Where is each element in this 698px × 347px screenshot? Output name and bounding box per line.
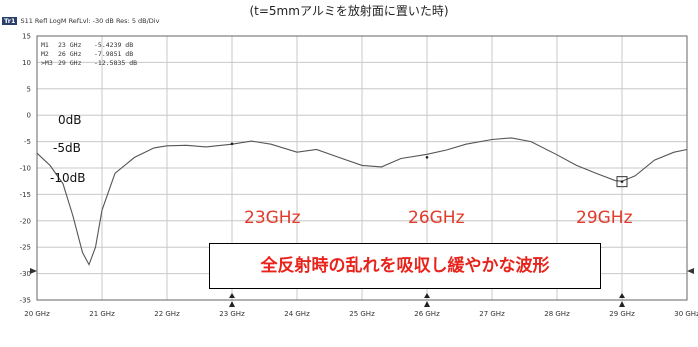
s11-trace (36, 137, 688, 266)
marker-point (230, 142, 234, 146)
label-29ghz: 29GHz (576, 208, 633, 228)
y-tick-label: -30 (20, 270, 31, 278)
label-0db: 0dB (58, 113, 81, 127)
marker-readout-value: -12.5835 dB (94, 59, 137, 67)
y-tick-label: -5 (24, 138, 31, 146)
x-tick-label: 30 GHz (674, 310, 698, 318)
chart-caption: (t=5mmアルミを放射面に置いた時) (249, 4, 449, 18)
marker-point (620, 180, 624, 183)
x-tick-label: 23 GHz (219, 310, 245, 318)
plot-frame (36, 35, 688, 301)
y-tick-label: -35 (20, 297, 31, 305)
x-tick-label: 24 GHz (284, 310, 310, 318)
x-tick-label: 26 GHz (414, 310, 440, 318)
y-tick-label: 0 (27, 112, 31, 120)
x-tick-label: 22 GHz (154, 310, 180, 318)
y-tick-label: -20 (20, 217, 31, 225)
y-tick-label: -10 (20, 165, 31, 173)
active-marker-box (616, 176, 628, 188)
marker-readout: M1 23 GHz -5.4239 dB M2 26 GHz -7.9851 dB >M3 2… (41, 41, 137, 67)
ref-level-arrow-right (687, 268, 694, 274)
label-26ghz: 26GHz (408, 208, 465, 228)
label-minus10db: -10dB (50, 171, 85, 185)
marker-triangle (619, 293, 625, 298)
y-tick-label: 5 (27, 85, 31, 93)
x-tick-label: 20 GHz (24, 310, 50, 318)
x-tick-label: 29 GHz (609, 310, 635, 318)
marker-readout-label: >M3 (41, 59, 53, 67)
marker-readout-freq: 26 GHz (58, 50, 82, 58)
annotation-labels: 0dB -5dB -10dB 23GHz 26GHz 29GHz (50, 113, 633, 228)
y-axis: 15 10 5 0 -5 -10 -15 -20 -25 -30 -35 (20, 33, 31, 305)
marker-readout-freq: 23 GHz (58, 41, 82, 49)
x-tick-label: 27 GHz (479, 310, 505, 318)
marker-triangle (424, 301, 430, 307)
callout-box: 全反射時の乱れを吸収し緩やかな波形 (209, 243, 601, 289)
y-tick-label: 15 (22, 33, 31, 41)
marker-triangles (229, 142, 628, 307)
marker-readout-freq: 29 GHz (58, 59, 82, 67)
ref-level-arrow-left (30, 268, 37, 274)
marker-readout-label: M2 (41, 50, 49, 58)
x-axis: 20 GHz 21 GHz 22 GHz 23 GHz 24 GHz 25 GHz 26 G… (24, 310, 698, 318)
marker-triangle (619, 301, 625, 307)
marker-triangle (424, 293, 430, 298)
trace-header-text: S11 Refl LogM RefLvl: -30 dB Res: 5 dB/D… (20, 17, 160, 25)
marker-readout-value: -7.9851 dB (94, 50, 133, 58)
y-tick-label: 10 (22, 59, 31, 67)
x-tick-label: 28 GHz (544, 310, 570, 318)
trace-badge: Tr1 (2, 17, 18, 25)
marker-point (425, 156, 429, 159)
trace-header: Tr1 S11 Refl LogM RefLvl: -30 dB Res: 5 d… (2, 17, 159, 25)
marker-readout-value: -5.4239 dB (94, 41, 133, 49)
marker-triangle (229, 293, 235, 298)
label-23ghz: 23GHz (244, 208, 301, 228)
x-tick-label: 21 GHz (89, 310, 115, 318)
y-tick-label: -25 (20, 244, 31, 252)
marker-triangle (229, 301, 235, 307)
y-tick-label: -15 (20, 191, 31, 199)
label-minus5db: -5dB (53, 141, 81, 155)
x-tick-label: 25 GHz (349, 310, 375, 318)
marker-readout-label: M1 (41, 41, 49, 49)
